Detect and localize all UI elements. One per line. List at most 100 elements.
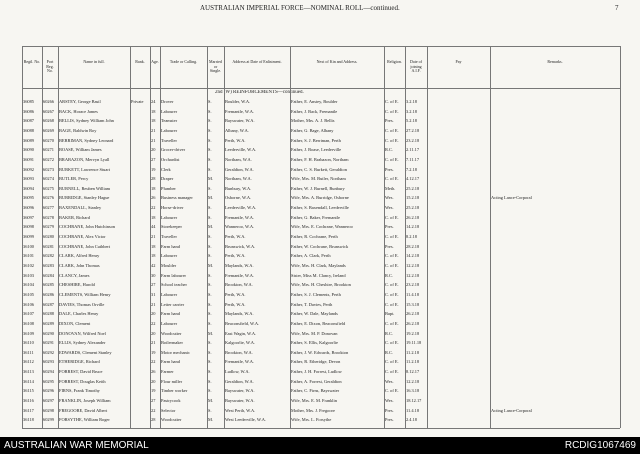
column-rule: [22, 46, 23, 428]
column-rule: [42, 46, 43, 428]
cell: 36091: [23, 156, 34, 162]
cell: Father, S. Ellis, Kalgoorlie: [291, 340, 338, 346]
cell: 19: [151, 349, 156, 355]
cell: Father, J. Boase, Leederville: [291, 147, 342, 153]
cell: C. of E.: [385, 320, 399, 326]
column-header: Name in full.: [83, 60, 105, 64]
cell: 11.2.18: [406, 349, 420, 355]
cell: ELLIS, Sydney Alexander: [59, 340, 106, 346]
cell: C. of E.: [385, 388, 399, 394]
cell: CLEMENTS, William Henry: [59, 291, 111, 297]
cell: Labourer: [161, 214, 178, 220]
cell: 36116: [23, 398, 34, 404]
cell: Father, T. Davies, Perth: [291, 301, 333, 307]
cell: 19.11.18: [406, 340, 422, 346]
cell: 44: [151, 224, 156, 230]
cell: 26.2.18: [406, 320, 420, 326]
cell: Father, E. Dixon, Beaconsfield: [291, 320, 346, 326]
cell: S.: [208, 349, 212, 355]
cell: CLARK, John Thomas: [59, 263, 100, 268]
cell: CLANCY, James: [59, 272, 90, 278]
column-header: Trade or Calling.: [169, 60, 198, 64]
cell: Selector: [161, 407, 176, 413]
cell: S.: [208, 156, 212, 162]
cell: Father, W. J. Burnell, Bunbury: [291, 185, 345, 191]
cell: 60295: [43, 378, 54, 384]
column-rule: [405, 46, 406, 428]
cell: 26.2.18: [406, 214, 420, 220]
cell: 36110: [23, 340, 34, 346]
cell: 36106: [23, 301, 34, 307]
cell: S.: [208, 118, 212, 124]
cell: 11.2.18: [406, 359, 420, 365]
cell: Business manager: [161, 195, 193, 201]
cell: Perth, W.A.: [225, 291, 246, 297]
cell: Farm hand: [161, 243, 180, 249]
cell: 26.2.18: [406, 311, 420, 317]
cell: 60273: [43, 166, 54, 172]
cell: 36101: [23, 253, 34, 259]
cell: S.: [208, 214, 212, 220]
cell: School teacher: [161, 282, 187, 288]
cell: West Perth, W.A.: [225, 407, 256, 413]
column-header: Address at Date of Enlistment.: [232, 60, 282, 64]
cell: Brookton, W.A.: [225, 349, 253, 355]
column-rule: [427, 46, 428, 428]
cell: 20: [151, 378, 156, 384]
cell: BAGE, Baldwin Roy: [59, 127, 97, 133]
cell: S.: [208, 205, 212, 211]
cell: DAVIES, Thomas Orville: [59, 301, 105, 307]
cell: West Leederville, W.A.: [225, 417, 266, 423]
cell: Pres.: [385, 166, 394, 172]
cell: Father, C. S. Burkett, Geraldton: [291, 166, 347, 172]
cell: Timber worker: [161, 388, 188, 394]
cell: 36095: [23, 195, 34, 201]
cell: S.: [208, 127, 212, 133]
cell: Perth, W.A.: [225, 137, 246, 143]
cell: 16.3.18: [406, 388, 420, 394]
cell: 60276: [43, 195, 54, 201]
cell: 60278: [43, 214, 54, 220]
cell: Moulder: [161, 263, 177, 268]
cell: Bayswater, W.A.: [225, 388, 255, 394]
cell: Motor mechanic: [161, 349, 190, 355]
cell: 8.2.18: [406, 234, 417, 240]
cell: S.: [208, 99, 212, 104]
cell: 20: [151, 147, 156, 153]
cell: FORREST, David Bruce: [59, 369, 103, 375]
cell: S.: [208, 340, 212, 346]
cell: DONOVAN, Wilfred Noel: [59, 330, 106, 336]
page-number: 7: [615, 4, 619, 12]
cell: Farmer: [161, 369, 174, 375]
cell: C. of E.: [385, 263, 399, 268]
cell: Sister, Miss M. Clancy, Ireland: [291, 272, 346, 278]
cell: 11.4.18: [406, 291, 420, 297]
cell: East Wagin, W.A.: [225, 330, 257, 336]
rule: [22, 88, 620, 89]
cell: EDWARDS, Clement Stanley: [59, 349, 112, 355]
cell: 36111: [23, 349, 34, 355]
cell: Osborne, W.A.: [225, 195, 252, 201]
cell: 36118: [23, 417, 34, 423]
cell: 36086: [23, 108, 34, 114]
cell: 28.2.18: [406, 243, 420, 249]
column-rule: [150, 46, 151, 428]
column-header: Age.: [151, 60, 159, 64]
cell: DIXON, Clement: [59, 320, 91, 326]
cell: 27: [151, 156, 156, 162]
cell: 14.2.18: [406, 224, 420, 230]
cell: S.: [208, 378, 212, 384]
cell: 7.11.17: [406, 156, 420, 162]
cell: Woodcutter: [161, 330, 182, 336]
cell: Leederville, W.A.: [225, 147, 257, 153]
cell: BELLIS, Sydney William John: [59, 118, 114, 124]
cell: Teamster: [161, 118, 178, 124]
cell: BURKETT, Lawrence Stuart: [59, 166, 111, 172]
cell: Albany, W.A.: [225, 127, 249, 133]
cell: C. of E.: [385, 99, 399, 104]
cell: Father, S. J. Berriman, Perth: [291, 137, 341, 143]
cell: 60280: [43, 234, 54, 240]
cell: 21: [151, 301, 156, 307]
cell: 19: [151, 166, 156, 172]
